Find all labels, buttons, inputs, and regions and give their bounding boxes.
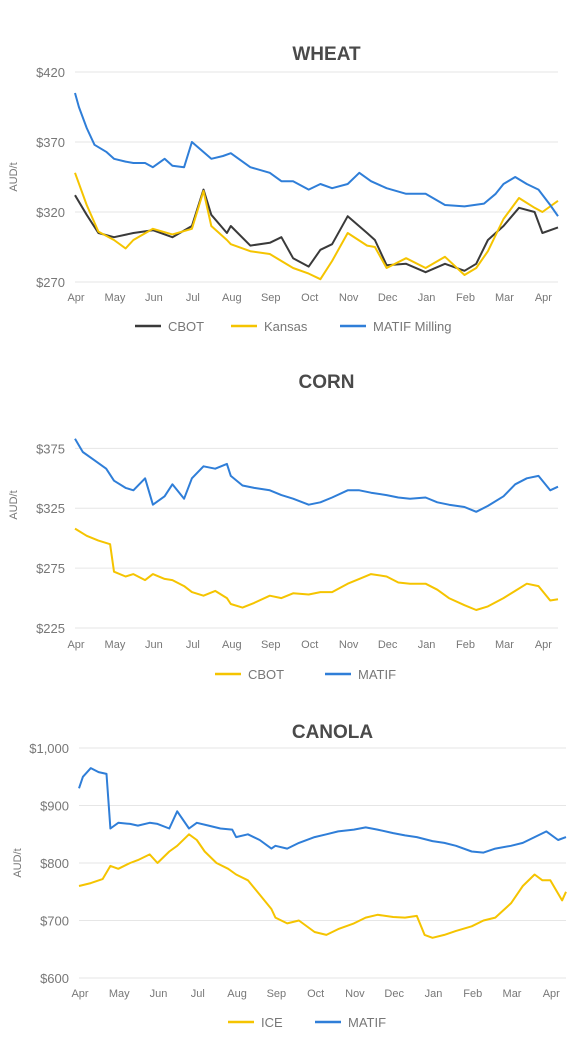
x-tick-label: Apr — [67, 639, 84, 651]
x-tick-label: Aug — [222, 292, 242, 304]
x-tick-label: Aug — [222, 639, 242, 651]
legend-label: CBOT — [168, 319, 204, 334]
y-axis-label: AUD/t — [8, 162, 20, 191]
legend-item[interactable]: MATIF — [315, 1015, 386, 1030]
legend-label: Kansas — [264, 319, 308, 334]
x-tick-label: Nov — [339, 292, 359, 304]
x-tick-label: May — [105, 292, 126, 304]
x-tick-label: Apr — [67, 292, 84, 304]
legend-label: MATIF — [358, 667, 396, 682]
chart-corn: CORN $375 $325 $275 $225 AUD/t Apr May Jun Jul Aug… — [8, 372, 559, 682]
legend-label: MATIF — [348, 1015, 386, 1030]
chart-canola: CANOLA $1,000 $900 $800 $700 $600 AUD/t Apr May J… — [12, 722, 567, 1030]
y-tick-label: $225 — [36, 621, 65, 636]
x-tick-label: Oct — [307, 988, 324, 1000]
legend-item[interactable]: CBOT — [215, 667, 284, 682]
x-tick-label: Feb — [456, 639, 475, 651]
x-tick-label: Jan — [425, 988, 443, 1000]
chart-wheat: WHEAT $420 $370 $320 $270 AUD/t Apr May Jun Jul Au… — [8, 44, 559, 334]
y-tick-label: $420 — [36, 65, 65, 80]
y-tick-label: $320 — [36, 205, 65, 220]
x-tick-label: Jul — [186, 292, 200, 304]
x-tick-label: Mar — [495, 639, 514, 651]
series-line-kansas — [74, 172, 559, 281]
y-tick-label: $600 — [40, 971, 69, 986]
y-tick-label: $900 — [40, 799, 69, 814]
x-tick-label: Dec — [378, 292, 398, 304]
chart-title: CORN — [299, 372, 355, 393]
x-tick-label: Oct — [301, 292, 318, 304]
y-axis-label: AUD/t — [12, 848, 24, 877]
series-line-cbot — [74, 188, 559, 274]
x-tick-label: Sep — [261, 292, 281, 304]
x-tick-label: Apr — [535, 292, 552, 304]
x-tick-label: Apr — [543, 988, 560, 1000]
series-line-matif — [74, 438, 559, 513]
x-tick-label: Feb — [463, 988, 482, 1000]
x-tick-label: Jun — [145, 292, 163, 304]
y-tick-label: $700 — [40, 914, 69, 929]
y-axis-label: AUD/t — [8, 490, 20, 519]
x-tick-label: Jan — [418, 292, 436, 304]
x-tick-label: Sep — [261, 639, 281, 651]
legend-label: ICE — [261, 1015, 283, 1030]
x-tick-label: Aug — [227, 988, 247, 1000]
x-tick-label: Apr — [71, 988, 88, 1000]
x-tick-label: Dec — [384, 988, 404, 1000]
legend-item[interactable]: ICE — [228, 1015, 283, 1030]
x-tick-label: Nov — [339, 639, 359, 651]
series-line-ice — [78, 833, 567, 939]
legend-item[interactable]: MATIF — [325, 667, 396, 682]
y-tick-label: $800 — [40, 856, 69, 871]
x-tick-label: Sep — [267, 988, 287, 1000]
x-tick-label: Nov — [345, 988, 365, 1000]
series-line-cbot — [74, 527, 559, 611]
legend-label: CBOT — [248, 667, 284, 682]
legend-item[interactable]: Kansas — [231, 319, 308, 334]
y-tick-label: $1,000 — [29, 741, 69, 756]
series-line-matif-milling — [74, 92, 559, 217]
x-tick-label: Jul — [186, 639, 200, 651]
y-tick-label: $325 — [36, 501, 65, 516]
x-tick-label: Apr — [535, 639, 552, 651]
legend-item[interactable]: MATIF Milling — [340, 319, 451, 334]
series-line-matif — [78, 767, 567, 854]
x-tick-label: Jul — [191, 988, 205, 1000]
x-tick-label: Mar — [495, 292, 514, 304]
x-tick-label: Mar — [503, 988, 522, 1000]
x-tick-label: Feb — [456, 292, 475, 304]
y-tick-label: $270 — [36, 275, 65, 290]
y-tick-label: $375 — [36, 441, 65, 456]
x-tick-label: Jan — [418, 639, 436, 651]
x-tick-label: Jun — [150, 988, 168, 1000]
legend-item[interactable]: CBOT — [135, 319, 204, 334]
y-tick-label: $370 — [36, 135, 65, 150]
x-tick-label: Jun — [145, 639, 163, 651]
x-tick-label: Dec — [378, 639, 398, 651]
chart-title: WHEAT — [292, 44, 361, 65]
x-tick-label: May — [109, 988, 130, 1000]
chart-title: CANOLA — [292, 722, 374, 743]
x-tick-label: Oct — [301, 639, 318, 651]
legend-label: MATIF Milling — [373, 319, 451, 334]
y-tick-label: $275 — [36, 561, 65, 576]
x-tick-label: May — [105, 639, 126, 651]
